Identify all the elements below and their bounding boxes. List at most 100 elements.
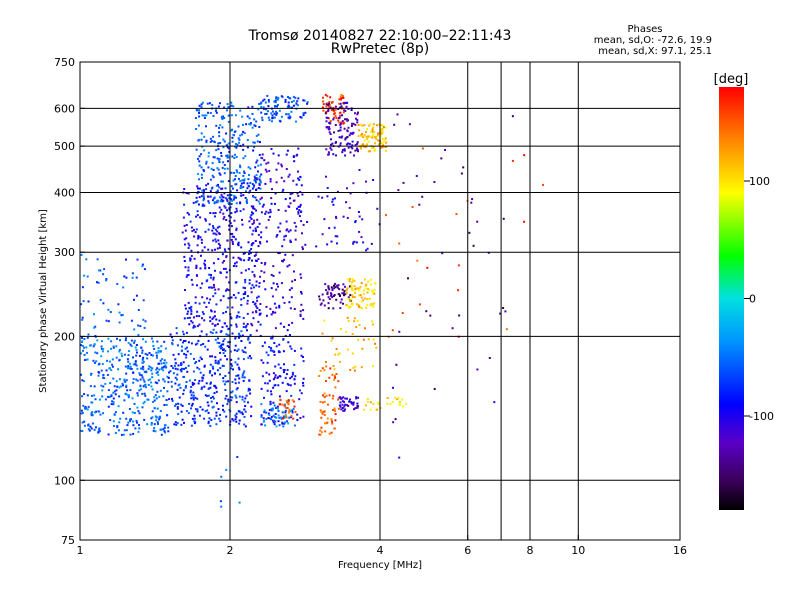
data-point bbox=[226, 109, 228, 112]
data-point bbox=[95, 360, 98, 363]
data-point bbox=[331, 397, 334, 400]
data-point bbox=[343, 292, 345, 295]
data-point bbox=[274, 365, 277, 368]
data-point bbox=[212, 232, 215, 235]
data-point bbox=[187, 341, 190, 344]
data-point bbox=[166, 375, 169, 378]
data-point bbox=[232, 179, 235, 182]
data-point bbox=[278, 304, 281, 307]
data-point bbox=[252, 221, 255, 224]
data-point bbox=[248, 379, 251, 382]
data-point bbox=[342, 283, 345, 286]
data-point bbox=[225, 271, 228, 274]
data-point bbox=[340, 122, 342, 125]
data-point bbox=[129, 433, 132, 436]
data-point bbox=[278, 395, 281, 398]
data-point bbox=[367, 338, 370, 341]
data-point bbox=[231, 232, 234, 235]
data-point bbox=[227, 380, 230, 383]
data-point bbox=[267, 105, 270, 108]
data-point bbox=[209, 331, 212, 334]
data-point bbox=[285, 399, 288, 402]
data-point bbox=[325, 394, 328, 397]
data-point bbox=[156, 371, 159, 374]
data-point bbox=[190, 407, 192, 410]
data-point bbox=[289, 202, 292, 205]
data-point bbox=[338, 352, 341, 355]
data-point bbox=[234, 183, 237, 186]
data-point bbox=[164, 431, 167, 434]
data-point bbox=[294, 279, 296, 281]
data-point bbox=[170, 365, 173, 367]
data-point bbox=[300, 291, 303, 293]
chart-title: Tromsø 20140827 22:10:00–22:11:43 bbox=[248, 28, 512, 44]
data-point bbox=[339, 114, 342, 117]
data-point bbox=[257, 295, 260, 298]
data-point bbox=[372, 146, 375, 149]
data-point bbox=[283, 238, 286, 241]
data-point bbox=[338, 121, 341, 124]
data-point bbox=[234, 382, 237, 385]
data-point bbox=[281, 260, 284, 263]
data-point bbox=[235, 261, 238, 264]
data-point bbox=[366, 304, 369, 307]
data-point bbox=[203, 385, 206, 388]
data-point bbox=[226, 209, 228, 212]
data-point bbox=[416, 259, 419, 262]
data-point bbox=[157, 347, 160, 350]
data-point bbox=[371, 291, 374, 294]
data-point bbox=[256, 178, 258, 181]
data-point bbox=[365, 249, 368, 252]
data-point bbox=[328, 394, 331, 397]
data-point bbox=[331, 422, 334, 425]
data-point bbox=[365, 180, 367, 183]
data-point bbox=[289, 410, 292, 413]
data-point bbox=[291, 373, 294, 376]
data-point bbox=[203, 365, 206, 368]
data-point bbox=[195, 148, 198, 151]
data-point bbox=[176, 378, 178, 381]
data-point bbox=[344, 154, 347, 157]
data-point bbox=[213, 417, 216, 420]
data-point bbox=[221, 404, 224, 407]
data-point bbox=[118, 386, 121, 389]
data-point bbox=[96, 281, 98, 284]
data-point bbox=[226, 156, 229, 159]
data-point bbox=[249, 181, 252, 184]
data-point bbox=[126, 358, 129, 361]
data-point bbox=[351, 304, 354, 307]
data-point bbox=[200, 106, 203, 109]
data-point bbox=[271, 116, 274, 119]
data-point bbox=[322, 103, 325, 106]
data-point bbox=[151, 416, 154, 419]
data-point bbox=[125, 372, 128, 375]
data-point bbox=[323, 400, 326, 403]
data-point bbox=[330, 431, 333, 434]
data-point bbox=[398, 242, 401, 245]
data-point bbox=[347, 297, 350, 300]
data-point bbox=[343, 405, 346, 408]
data-point bbox=[327, 108, 330, 111]
data-point bbox=[148, 365, 151, 368]
data-point bbox=[208, 267, 211, 269]
data-point bbox=[201, 376, 204, 379]
data-point bbox=[239, 109, 242, 112]
data-point bbox=[347, 296, 350, 299]
data-point bbox=[192, 201, 195, 204]
data-point bbox=[125, 386, 128, 389]
data-point bbox=[102, 273, 105, 276]
data-point bbox=[117, 405, 120, 408]
data-point bbox=[155, 419, 158, 422]
data-point bbox=[129, 420, 132, 423]
data-point bbox=[277, 162, 280, 165]
data-point bbox=[241, 133, 243, 136]
data-point bbox=[235, 207, 238, 210]
data-point bbox=[202, 188, 205, 191]
data-point bbox=[215, 184, 218, 187]
data-point bbox=[203, 301, 206, 304]
data-point bbox=[107, 308, 110, 311]
data-point bbox=[272, 421, 275, 424]
data-point bbox=[395, 363, 398, 366]
data-point bbox=[254, 166, 257, 169]
data-point bbox=[374, 282, 377, 285]
